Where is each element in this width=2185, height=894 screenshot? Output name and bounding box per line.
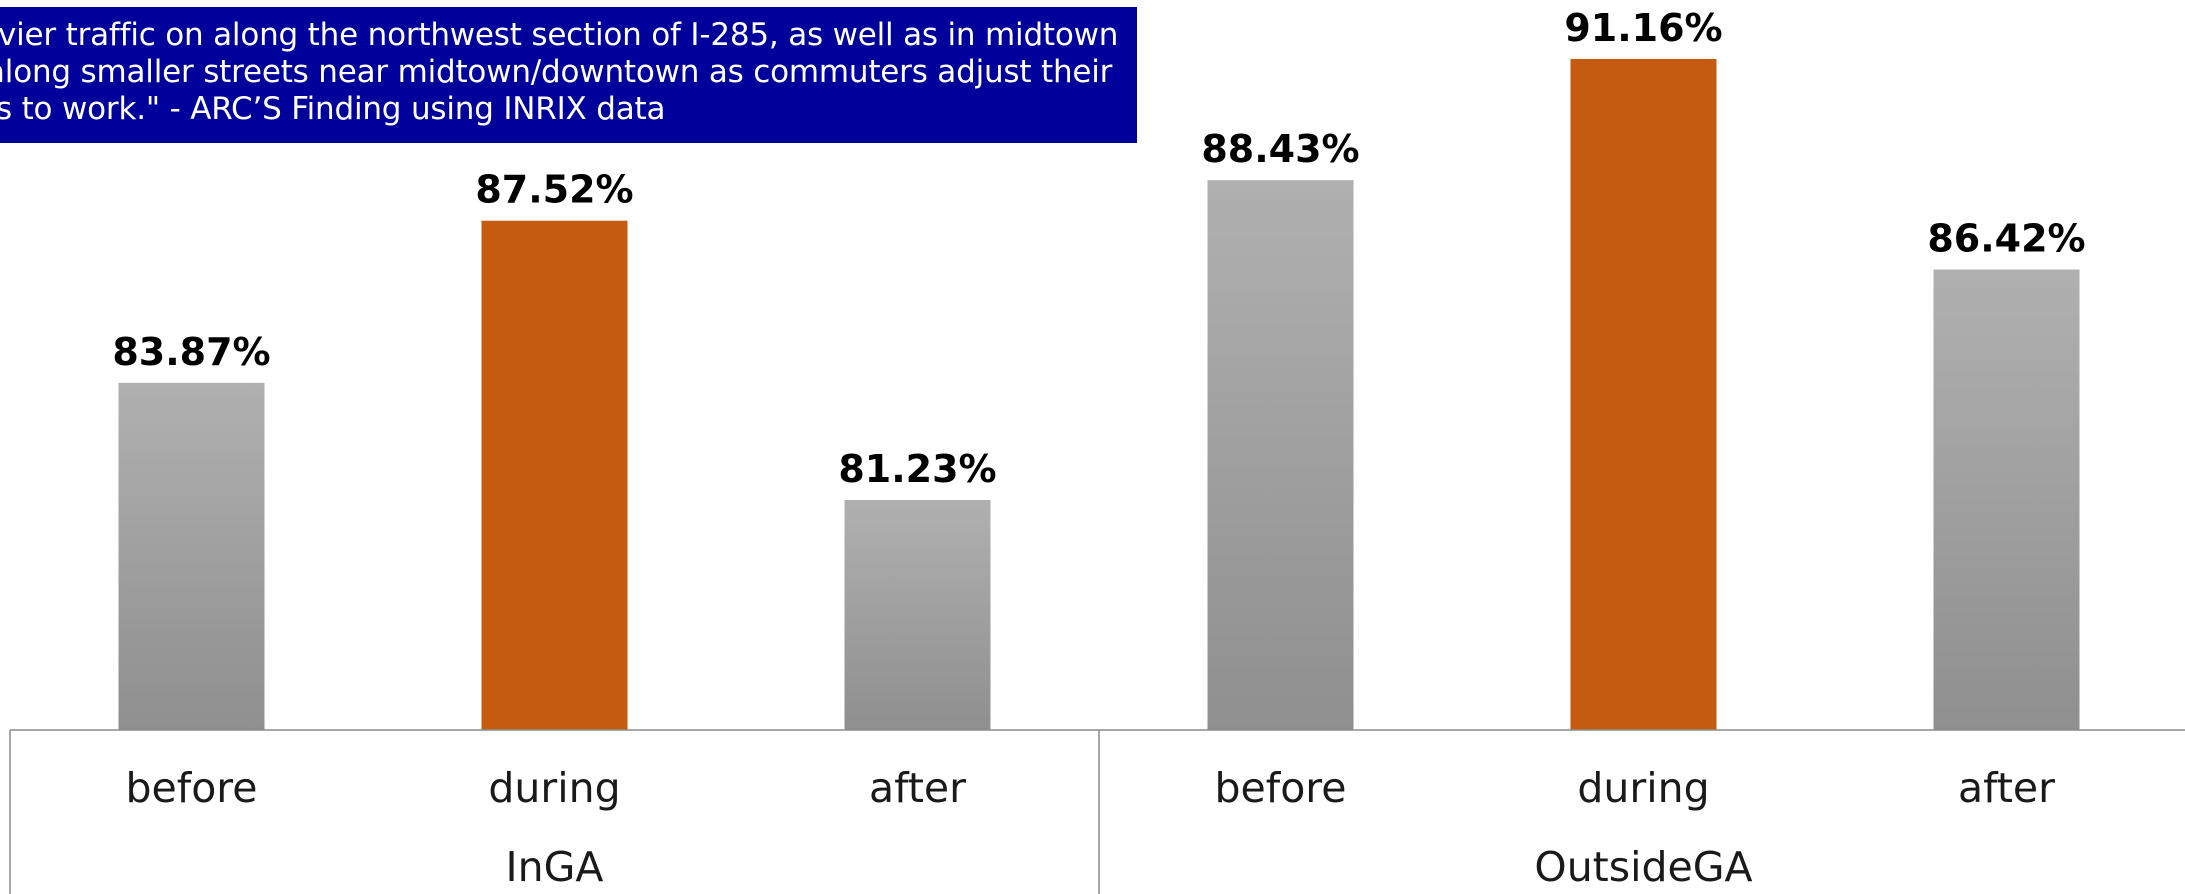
bar-outsidega-after [1933,269,2080,730]
category-label-outsidega-before: before [1215,764,1347,812]
bar-outsidega-before [1207,180,1354,730]
bar-outsidega-during [1570,59,1717,730]
quote-callout: vier traffic on along the northwest sect… [0,7,1137,143]
category-label-inga-during: during [488,764,620,812]
group-label-inga: InGA [506,843,604,891]
callout-line-2: along smaller streets near midtown/downt… [0,54,1113,90]
callout-line-3: s to work." - ARC’S Finding using INRIX … [0,91,666,127]
group-label-outsidega: OutsideGA [1534,843,1752,891]
value-label-inga-before: 83.87% [112,330,270,374]
value-labels-layer: 83.87% 87.52% 81.23% 88.43% 91.16% 86.42% [112,6,2085,491]
bar-inga-after [844,500,991,730]
bar-inga-before [118,382,265,730]
category-label-outsidega-during: during [1577,764,1709,812]
category-axis: before during after InGA before during after Ou… [9,729,2185,894]
category-label-outsidega-after: after [1958,764,2055,812]
value-label-inga-during: 87.52% [475,168,633,212]
category-label-inga-after: after [869,764,966,812]
bar-inga-during [481,220,628,730]
value-label-outsidega-during: 91.16% [1564,6,1722,50]
callout-line-1: vier traffic on along the northwest sect… [0,17,1119,53]
value-label-outsidega-before: 88.43% [1201,127,1359,171]
value-label-outsidega-after: 86.42% [1927,217,2085,261]
value-label-inga-after: 81.23% [838,447,996,491]
bars-layer [118,59,2080,730]
category-label-inga-before: before [126,764,258,812]
